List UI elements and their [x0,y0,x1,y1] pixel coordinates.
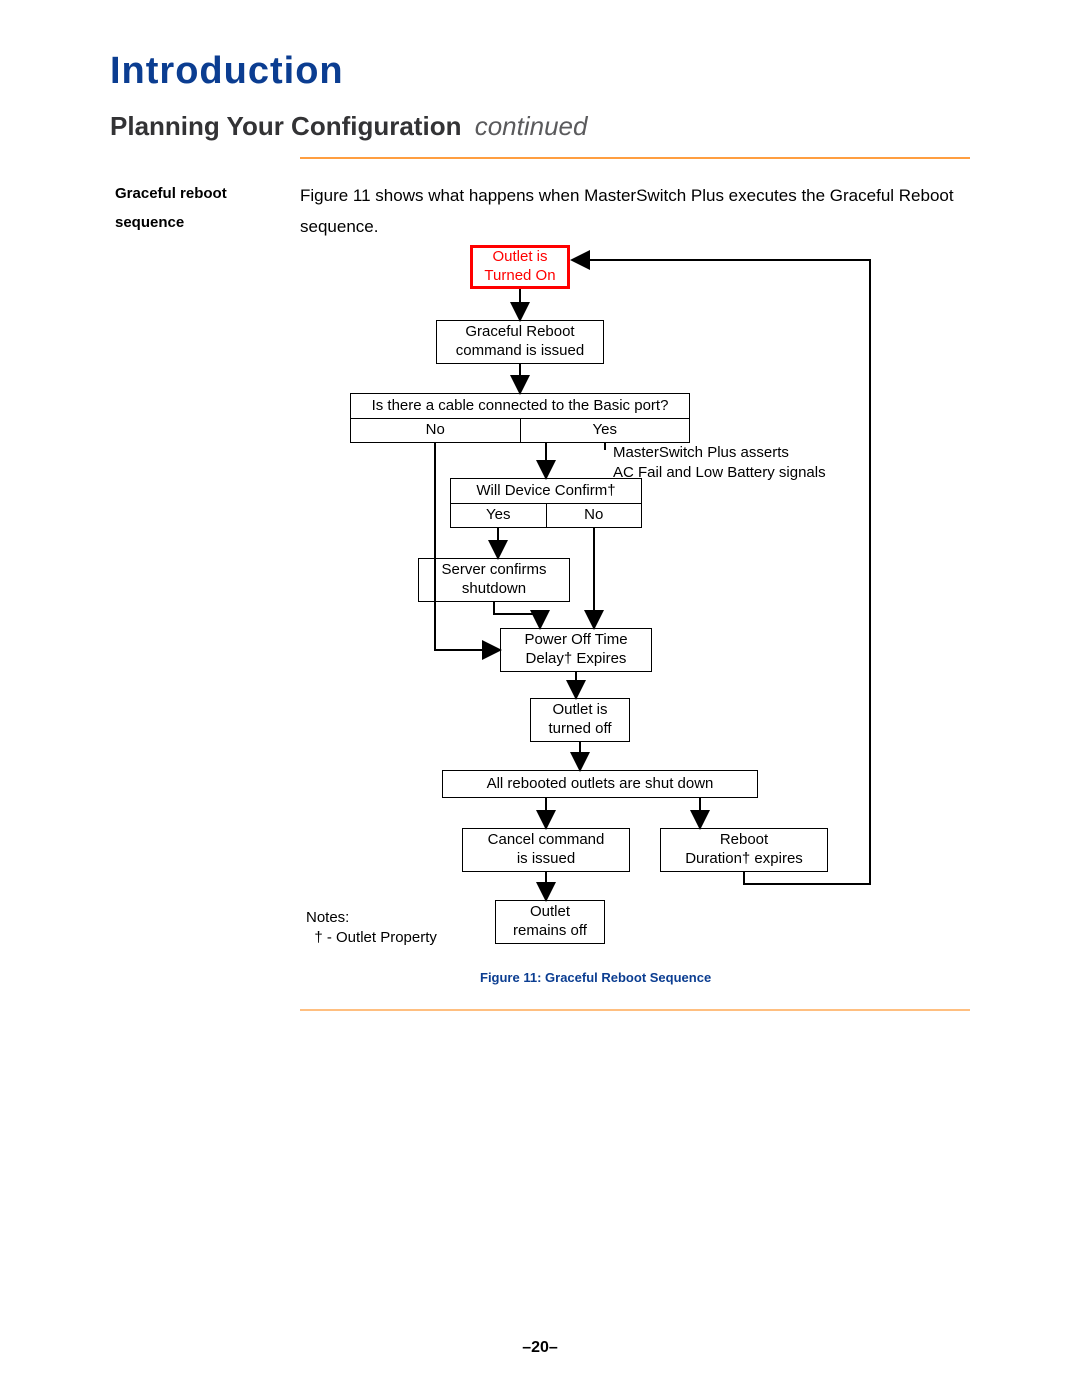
fc-text: Is there a cable connected to the Basic … [368,394,673,418]
fc-node-cancel: Cancel command is issued [462,828,630,872]
section-line: Planning Your Configuration continued [110,111,1000,142]
fc-node-power-off-delay: Power Off Time Delay† Expires [500,628,652,672]
fc-node-start: Outlet is Turned On [470,245,570,289]
fc-text: turned off [548,720,611,739]
fc-text: AC Fail and Low Battery signals [613,464,826,481]
fc-text: Turned On [484,267,555,286]
fc-branch-no: No [351,419,521,442]
section-continued: continued [475,111,588,141]
margin-label-line1: Graceful reboot [115,185,227,202]
fc-text: remains off [513,922,587,941]
fc-text: Duration† expires [685,850,803,869]
fc-text: Reboot [720,831,768,850]
fc-node-command: Graceful Reboot command is issued [436,320,604,364]
fc-branch-yes: Yes [521,419,690,442]
chapter-title: Introduction [110,50,1000,93]
fc-node-outlet-off: Outlet is turned off [530,698,630,742]
margin-label-line2: sequence [115,214,184,231]
intro-paragraph: Figure 11 shows what happens when Master… [300,180,970,243]
fc-text: Power Off Time [524,631,627,650]
fc-text: Cancel command [488,831,605,850]
fc-text: Graceful Reboot [465,323,574,342]
fc-text: shutdown [462,580,526,599]
page-number: –20– [0,1339,1080,1357]
fc-node-remains-off: Outlet remains off [495,900,605,944]
fc-text: Delay† Expires [526,650,627,669]
fc-text: command is issued [456,342,584,361]
fc-text: Outlet [530,903,570,922]
margin-label: Graceful reboot sequence [115,180,285,237]
fc-branch-no: No [547,504,642,527]
fc-text-assert: MasterSwitch Plus asserts AC Fail and Lo… [613,443,826,484]
fc-text: Outlet is [492,248,547,267]
fc-text: MasterSwitch Plus asserts [613,444,789,461]
section-title: Planning Your Configuration [110,111,461,141]
fc-node-confirm-question: Will Device Confirm† Yes No [450,478,642,528]
fc-node-cable-question: Is there a cable connected to the Basic … [350,393,690,443]
fc-text: All rebooted outlets are shut down [487,775,714,794]
fc-text: Server confirms [441,561,546,580]
fc-notes-label: Notes: [306,909,349,926]
fc-text: Will Device Confirm† [472,479,619,503]
fc-branch-yes: Yes [451,504,547,527]
fc-notes: Notes: † - Outlet Property [306,908,437,949]
fc-text: is issued [517,850,575,869]
fc-text: Outlet is [552,701,607,720]
fc-node-server-confirms: Server confirms shutdown [418,558,570,602]
fc-notes-line: † - Outlet Property [314,929,437,946]
fc-node-reboot-duration: Reboot Duration† expires [660,828,828,872]
fc-node-all-shutdown: All rebooted outlets are shut down [442,770,758,798]
figure-caption: Figure 11: Graceful Reboot Sequence [480,970,711,985]
